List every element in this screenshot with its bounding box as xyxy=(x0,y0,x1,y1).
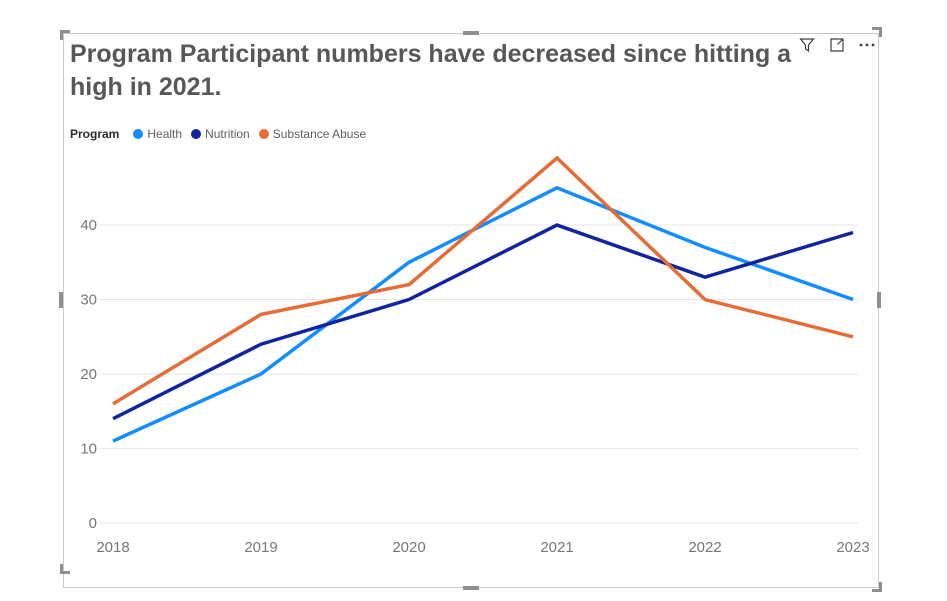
x-axis-label-2018: 2018 xyxy=(96,539,129,556)
y-axis-label-30: 30 xyxy=(80,292,97,309)
more-options-icon[interactable] xyxy=(858,36,876,54)
legend-label: Health xyxy=(147,127,183,141)
y-axis-label-20: 20 xyxy=(80,366,97,383)
legend-dot xyxy=(191,129,202,139)
resize-handle-top[interactable] xyxy=(463,31,479,35)
x-axis-label-2020: 2020 xyxy=(392,539,425,556)
y-axis-label-0: 0 xyxy=(89,515,97,532)
x-axis-label-2022: 2022 xyxy=(688,539,721,556)
resize-handle-right[interactable] xyxy=(877,292,881,308)
legend-item-nutrition[interactable]: Nutrition xyxy=(191,127,250,141)
series-line-health[interactable] xyxy=(112,185,854,443)
x-axis-label-2021: 2021 xyxy=(540,539,573,556)
y-axis-label-10: 10 xyxy=(80,441,97,458)
visual-header xyxy=(798,36,876,54)
legend-label: Substance Abuse xyxy=(272,127,367,141)
legend-dot xyxy=(258,129,269,139)
x-axis-label-2019: 2019 xyxy=(244,539,277,556)
legend-item-substance-abuse[interactable]: Substance Abuse xyxy=(258,127,367,141)
series-line-nutrition[interactable] xyxy=(112,223,854,421)
resize-handle-bottom-left[interactable] xyxy=(60,564,70,574)
filter-icon[interactable] xyxy=(798,36,816,54)
chart-title: Program Participant numbers have decreas… xyxy=(70,40,792,102)
legend-label: Nutrition xyxy=(205,127,250,141)
legend: Program Health Nutrition Substance Abuse xyxy=(70,125,375,143)
resize-handle-top-right[interactable] xyxy=(872,27,882,37)
series-line-substance-abuse[interactable] xyxy=(112,155,854,406)
legend-title: Program xyxy=(70,127,120,141)
resize-handle-bottom[interactable] xyxy=(463,586,479,590)
resize-handle-bottom-right[interactable] xyxy=(872,582,882,592)
focus-mode-icon[interactable] xyxy=(828,36,846,54)
legend-dot xyxy=(133,129,144,139)
x-axis-label-2023: 2023 xyxy=(836,539,869,556)
legend-item-health[interactable]: Health xyxy=(133,127,182,141)
resize-handle-top-left[interactable] xyxy=(60,30,70,40)
y-axis-label-40: 40 xyxy=(80,217,97,234)
resize-handle-left[interactable] xyxy=(59,292,63,308)
